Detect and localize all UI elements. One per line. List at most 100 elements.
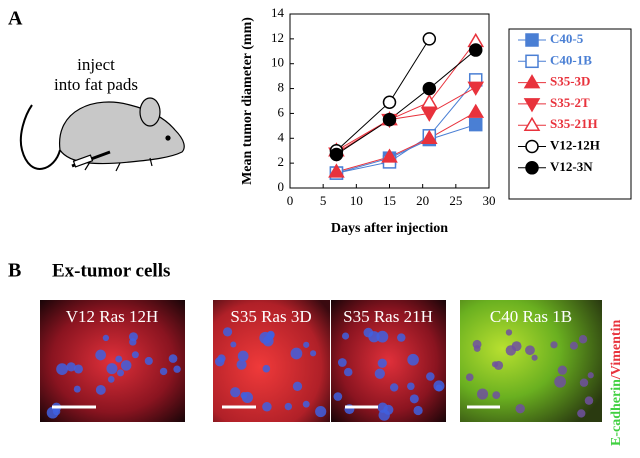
cell-nucleus — [476, 388, 489, 400]
x-tick-label: 25 — [449, 193, 462, 208]
cell-nucleus — [292, 381, 303, 392]
series-line — [336, 79, 477, 174]
cell-texture — [46, 327, 594, 421]
cell-nucleus — [557, 365, 568, 375]
stain-green: E-cadherin — [609, 379, 624, 446]
cell-nucleus — [266, 331, 275, 340]
y-tick-label: 14 — [271, 5, 285, 20]
cell-nucleus — [66, 362, 76, 372]
legend-marker — [525, 161, 539, 175]
cell-nucleus — [491, 361, 499, 368]
legend-marker — [525, 139, 539, 154]
y-tick-label: 8 — [278, 80, 285, 95]
inject-text: into fat pads — [54, 75, 138, 94]
cell-nucleus — [95, 349, 106, 361]
cell-nucleus — [389, 383, 399, 392]
mouse-drawing — [19, 97, 185, 172]
cell-nucleus — [115, 355, 123, 363]
legend-marker — [523, 74, 541, 89]
cell-nucleus — [407, 382, 415, 391]
cell-nucleus — [241, 391, 253, 404]
cell-nucleus — [302, 400, 310, 408]
cell-nucleus — [236, 359, 247, 370]
marker — [468, 117, 483, 132]
x-tick-label: 30 — [483, 193, 496, 208]
marker — [328, 163, 345, 178]
y-tick-label: 0 — [278, 179, 285, 194]
cell-nucleus — [230, 387, 241, 398]
micrograph — [40, 300, 185, 422]
cell-nucleus — [333, 392, 343, 401]
x-axis-label: Days after injection — [331, 221, 448, 236]
marker — [382, 95, 397, 109]
legend-label: V12-12H — [550, 137, 600, 152]
cell-nucleus — [52, 407, 61, 416]
cell-nucleus — [531, 354, 538, 361]
series-line — [336, 41, 477, 152]
cell-nucleus — [290, 347, 303, 360]
cell-nucleus — [107, 376, 115, 383]
cell-nucleus — [131, 351, 139, 359]
marker — [420, 107, 438, 122]
marker — [420, 93, 438, 108]
cell-nucleus — [407, 353, 419, 366]
legend-label: V12-3N — [550, 159, 593, 174]
x-tick-label: 15 — [383, 193, 396, 208]
cell-nucleus — [569, 341, 578, 350]
cell-nucleus — [262, 402, 272, 412]
cell-nucleus — [515, 403, 525, 414]
series-line — [336, 49, 477, 155]
image-label: V12 Ras 12H — [66, 307, 159, 326]
cell-nucleus — [465, 373, 474, 382]
cell-nucleus — [73, 364, 83, 374]
cell-nucleus — [579, 378, 589, 387]
marker — [329, 147, 344, 162]
cell-nucleus — [584, 396, 594, 405]
cell-nucleus — [173, 365, 181, 373]
panel-label: B — [8, 260, 21, 282]
legend-marker — [525, 33, 539, 47]
x-tick-label: 5 — [320, 193, 327, 208]
cell-nucleus — [578, 335, 588, 344]
marker — [382, 112, 397, 127]
y-tick-label: 4 — [278, 129, 285, 144]
x-tick-label: 10 — [350, 193, 363, 208]
cell-nucleus — [168, 354, 178, 363]
stain-red: /Vimentin — [609, 320, 624, 381]
cell-nucleus — [106, 363, 118, 375]
cell-nucleus — [230, 341, 237, 348]
cell-nucleus — [397, 333, 406, 342]
series-line — [336, 111, 476, 173]
cell-nucleus — [374, 368, 385, 379]
cell-nucleus — [435, 384, 443, 392]
cell-nucleus — [95, 384, 106, 395]
y-axis-label: Mean tumor diameter (mm) — [240, 17, 255, 185]
chart: 0 2 4 6 8 10 12 14 0 5 10 15 20 25 30 Days after inject… — [240, 5, 600, 236]
cell-nucleus — [554, 375, 567, 388]
legend-box — [508, 28, 632, 200]
series-line — [336, 86, 476, 154]
cell-nucleus — [409, 394, 419, 404]
y-tick-label: 6 — [278, 104, 285, 119]
micrograph — [331, 300, 446, 422]
legend-label: S35-21H — [550, 116, 598, 131]
cell-nucleus — [473, 345, 481, 352]
cell-nucleus — [102, 334, 110, 342]
cell-nucleus — [376, 330, 389, 343]
marker — [468, 43, 483, 57]
cell-nucleus — [525, 345, 535, 356]
cell-nucleus — [337, 358, 347, 367]
cell-nucleus — [377, 358, 387, 368]
cell-nucleus — [159, 367, 168, 376]
image-label: C40 Ras 1B — [490, 307, 572, 326]
cell-nucleus — [343, 367, 353, 377]
legend-label: C40-1B — [550, 52, 592, 67]
marker — [467, 81, 485, 96]
cell-nucleus — [492, 391, 501, 400]
cell-nucleus — [341, 332, 350, 340]
cell-nucleus — [237, 350, 249, 362]
legend-marker — [525, 54, 539, 69]
cell-nucleus — [505, 345, 517, 356]
cell-nucleus — [505, 329, 513, 336]
